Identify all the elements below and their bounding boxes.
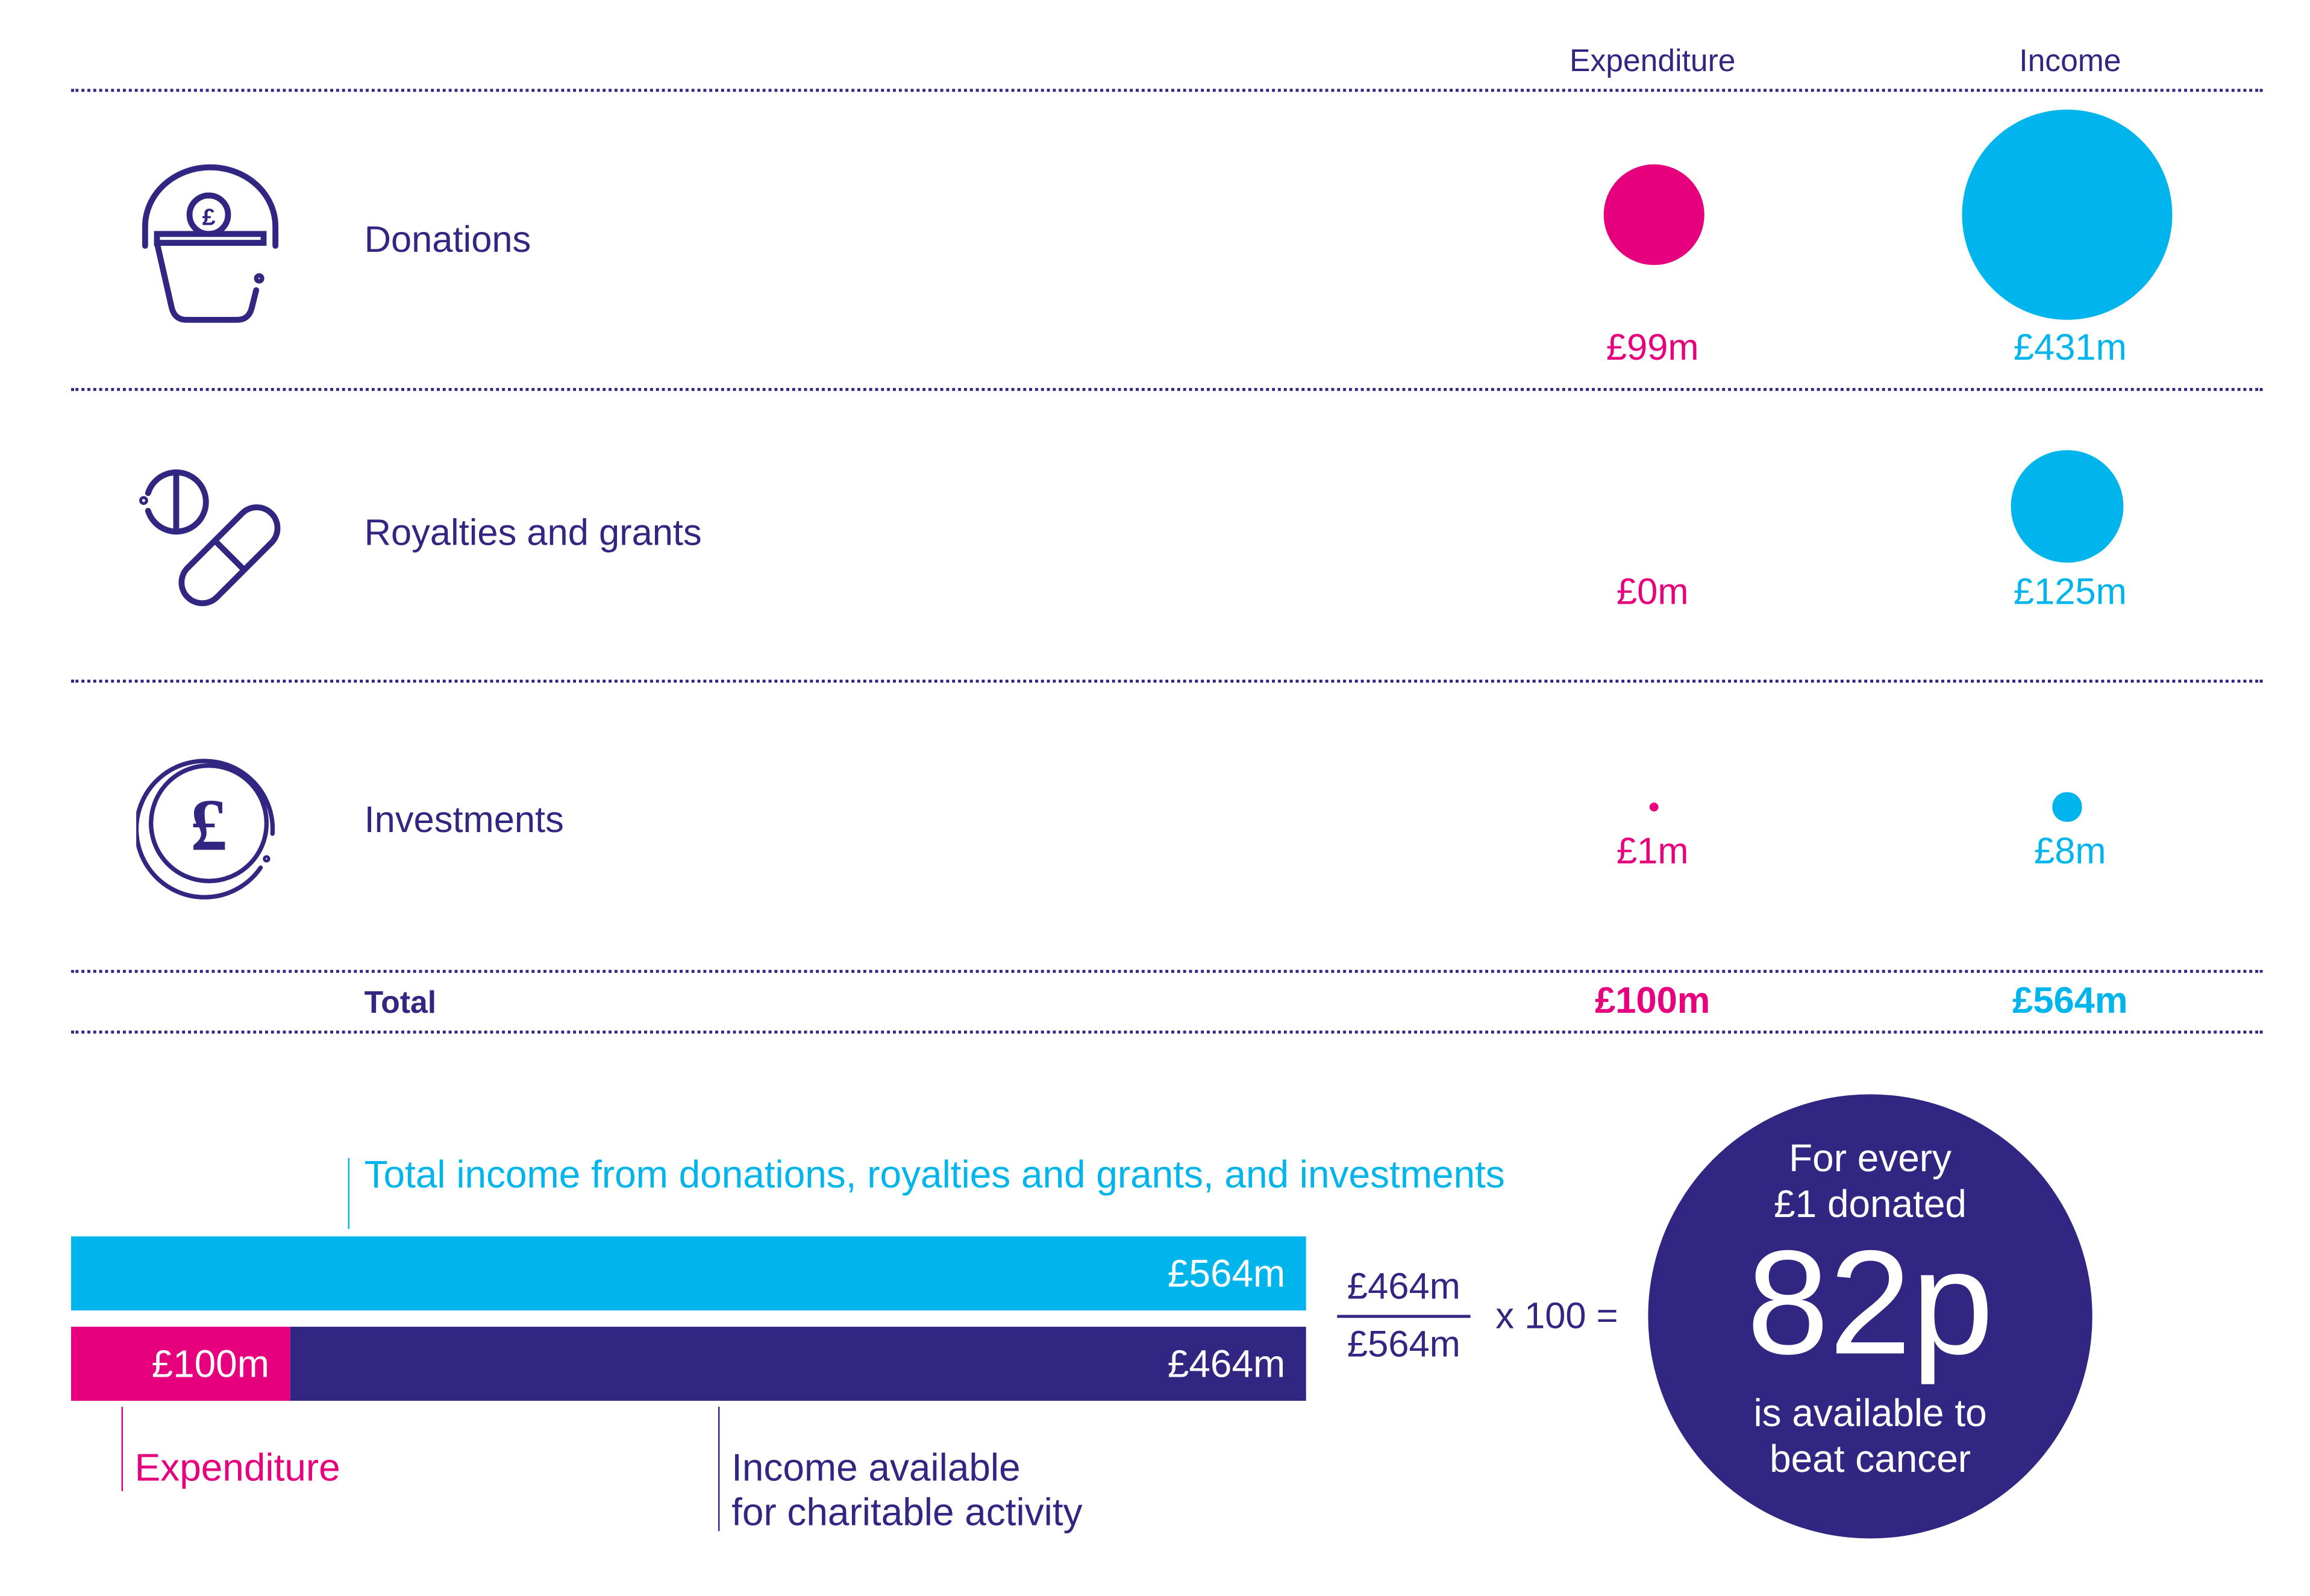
formula-multiplier: x 100 = <box>1495 1295 1618 1338</box>
result-intro: For every £1 donated <box>1648 1136 2092 1227</box>
investments-income-value: £8m <box>2034 830 2106 872</box>
total-expenditure-value: £100m <box>1595 980 1711 1022</box>
result-outro: is available to beat cancer <box>1648 1391 2092 1482</box>
donation-bucket-icon: £ <box>142 164 279 323</box>
total-label: Total <box>364 986 437 1021</box>
divider <box>70 387 2263 391</box>
available-bar: £464m <box>290 1327 1306 1401</box>
header-income: Income <box>2019 44 2121 79</box>
available-leader-line <box>718 1406 720 1532</box>
available-caption-line2: for charitable activity <box>731 1489 1083 1535</box>
bubble-expenditure-donations <box>1603 164 1704 265</box>
header-expenditure: Expenditure <box>1570 44 1736 79</box>
royalties-expenditure-value: £0m <box>1617 571 1689 613</box>
formula-denominator: £564m <box>1347 1324 1460 1365</box>
expenditure-leader-line <box>121 1406 123 1491</box>
investments-expenditure-value: £1m <box>1617 830 1689 872</box>
fraction-bar <box>1337 1315 1471 1318</box>
result-line1: For every <box>1789 1136 1952 1180</box>
available-caption-line1: Income available <box>731 1445 1021 1490</box>
result-line3: is available to <box>1753 1390 1987 1435</box>
result-line4: beat cancer <box>1770 1436 1971 1481</box>
pills-icon <box>139 469 281 607</box>
income-bar-label: £564m <box>1167 1251 1286 1296</box>
expenditure-bar-label: £100m <box>151 1341 269 1386</box>
result-line2: £1 donated <box>1774 1181 1967 1226</box>
expenditure-bar: £100m <box>70 1327 290 1401</box>
title-leader-line <box>348 1157 350 1229</box>
svg-text:£: £ <box>202 204 216 231</box>
row-label-royalties: Royalties and grants <box>364 512 702 554</box>
income-bar: £564m <box>70 1236 1306 1311</box>
expenditure-caption: Expenditure <box>134 1445 340 1490</box>
result-circle: For every £1 donated 82p is available to… <box>1648 1094 2092 1539</box>
donations-income-value: £431m <box>2013 327 2127 369</box>
pound-coin-icon: £ <box>136 759 275 900</box>
divider <box>70 969 2263 973</box>
available-bar-label: £464m <box>1167 1341 1286 1386</box>
divider <box>70 89 2263 92</box>
result-value: 82p <box>1747 1220 1994 1386</box>
svg-text:£: £ <box>190 784 227 866</box>
formula-fraction: £464m £564m <box>1337 1266 1471 1366</box>
formula-numerator: £464m <box>1347 1266 1460 1308</box>
bubble-income-donations <box>1962 109 2173 320</box>
row-label-donations: Donations <box>364 219 531 261</box>
divider <box>70 1030 2263 1034</box>
bubble-expenditure-investments <box>1648 802 1659 812</box>
total-income-value: £564m <box>2012 980 2128 1022</box>
available-caption: Income available for charitable activity <box>731 1445 1082 1534</box>
bubble-income-investments <box>2053 792 2082 822</box>
divider <box>70 680 2263 683</box>
donations-expenditure-value: £99m <box>1606 327 1699 369</box>
royalties-income-value: £125m <box>2013 571 2127 613</box>
row-label-investments: Investments <box>364 800 564 841</box>
bubble-income-royalties-and-grants <box>2010 449 2124 563</box>
bar-title: Total income from donations, royalties a… <box>364 1152 1505 1197</box>
